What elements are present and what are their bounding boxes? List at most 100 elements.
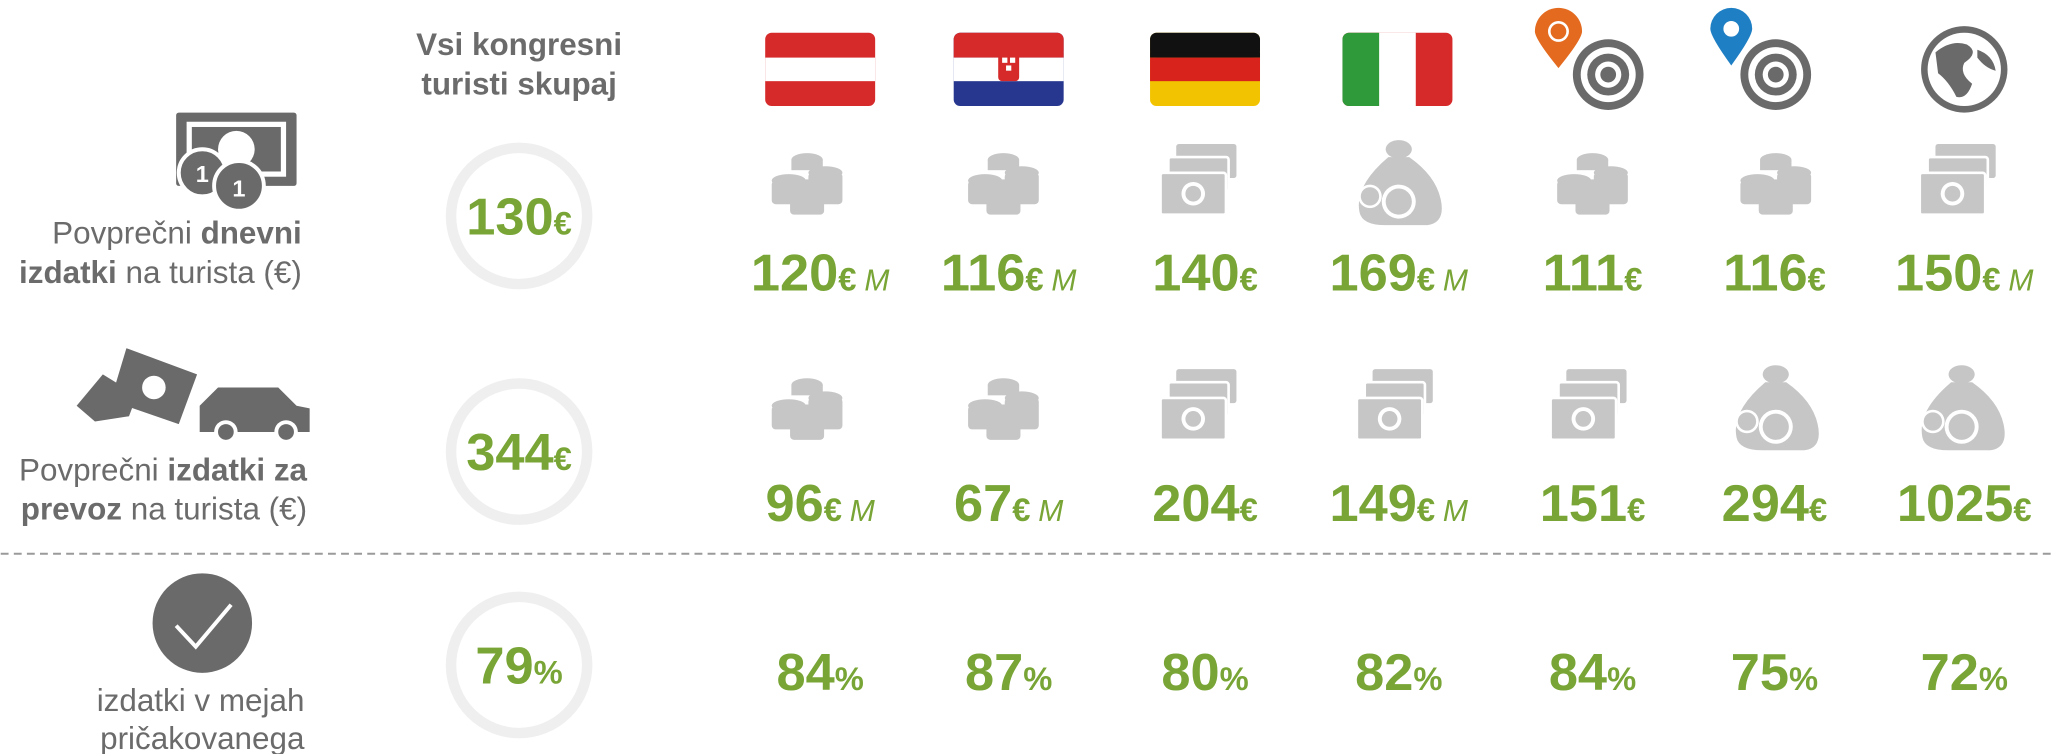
value-number: 150 [1895, 245, 1982, 303]
value-unit: € [1417, 491, 1435, 528]
value-number: 169 [1330, 245, 1417, 303]
globe-icon [1921, 26, 2007, 112]
infographic: 1 1 Vsi kongresni turisti skupaj Povprečni… [0, 0, 2054, 754]
value: 151€ [1540, 475, 1646, 533]
value-number: 151 [1540, 475, 1627, 533]
value: 344€ [466, 424, 572, 482]
value-unit: € [1417, 261, 1435, 298]
value-unit: % [1413, 660, 1442, 697]
row-label-part: Povprečni [19, 452, 167, 487]
value-unit: € [1624, 261, 1642, 298]
value-unit: % [534, 653, 563, 690]
value: 204€ [1152, 475, 1258, 533]
value-unit: € [554, 204, 572, 241]
value-number: 96 [765, 475, 823, 533]
value-number: 130 [466, 188, 553, 246]
value-number: 140 [1152, 245, 1239, 303]
value-note: M [864, 265, 890, 298]
value-unit: € [1240, 491, 1258, 528]
column-header: Vsi kongresni [416, 27, 622, 62]
value-unit: % [1220, 660, 1249, 697]
row-label: izdatki v mejah [97, 683, 305, 718]
value-number: 87 [965, 644, 1023, 702]
value-note: M [850, 495, 876, 528]
row-label-part: na turista (€) [117, 255, 302, 290]
value: 130€ [466, 188, 572, 246]
row-label-part: izdatki v mejah [97, 683, 305, 718]
value-number: 149 [1330, 475, 1417, 533]
value-number: 120 [751, 245, 838, 303]
value-unit: € [1809, 491, 1827, 528]
value-unit: % [835, 660, 864, 697]
value-number: 204 [1152, 475, 1239, 533]
svg-text:1: 1 [196, 161, 209, 187]
value-number: 67 [954, 475, 1012, 533]
value: 80% [1161, 644, 1248, 702]
value-note: M [1038, 495, 1064, 528]
page: {"header": {"all_label": ["Vsi kongresni… [0, 0, 2054, 754]
row-label: pričakovanega [100, 721, 305, 754]
row-label-part: izdatki za [167, 452, 307, 487]
row-label-part: Povprečni [52, 215, 200, 250]
value-note: M [2008, 265, 2034, 298]
value-number: 72 [1921, 644, 1979, 702]
value-unit: % [1979, 660, 2008, 697]
value: 150€M [1895, 245, 2034, 303]
value-unit: € [1025, 261, 1043, 298]
flag-croatia [954, 33, 1064, 106]
value-number: 84 [1549, 644, 1607, 702]
value: 87% [965, 644, 1052, 702]
value-number: 116 [941, 245, 1025, 303]
row-label: Povprečni izdatki za [19, 452, 308, 487]
flag-austria [765, 33, 875, 106]
value-note: M [1443, 265, 1469, 298]
flag-germany [1150, 33, 1260, 106]
region-icon-orange [1535, 8, 1644, 110]
value: 79% [475, 637, 562, 695]
value: 75% [1731, 644, 1818, 702]
value: 72% [1921, 644, 2008, 702]
column-header: turisti skupaj [421, 66, 616, 101]
value-number: 79 [475, 637, 533, 695]
value-unit: € [1808, 261, 1826, 298]
value-unit: € [2013, 491, 2031, 528]
value: 67€M [954, 475, 1064, 533]
value-number: 116 [1723, 245, 1807, 303]
region-icon-blue [1710, 8, 1811, 110]
value-number: 344 [466, 424, 553, 482]
value-number: 82 [1355, 644, 1413, 702]
svg-text:1: 1 [232, 175, 245, 201]
value-number: 1025 [1897, 475, 2013, 533]
row-label: prevoz na turista (€) [21, 492, 307, 527]
row-label-part: dnevni [201, 215, 302, 250]
value: 120€M [751, 245, 890, 303]
value: 169€M [1330, 245, 1469, 303]
value-note: M [1443, 495, 1469, 528]
value-unit: € [824, 491, 842, 528]
value-number: 75 [1731, 644, 1789, 702]
value-unit: % [1789, 660, 1818, 697]
value-unit: % [1607, 660, 1636, 697]
value: 116€M [941, 245, 1078, 303]
flag-italy [1342, 33, 1452, 106]
value-number: 84 [777, 644, 835, 702]
row-label: izdatki na turista (€) [19, 255, 302, 290]
row-label-part: izdatki [19, 255, 117, 290]
value-unit: € [554, 440, 572, 477]
value-unit: € [1627, 491, 1645, 528]
value-unit: % [1023, 660, 1052, 697]
value-unit: € [1240, 261, 1258, 298]
value: 294€ [1722, 475, 1828, 533]
value-unit: € [1012, 491, 1030, 528]
transport-spending-icon [77, 348, 310, 444]
value: 82% [1355, 644, 1442, 702]
row-label-part: prevoz [21, 492, 122, 527]
value-unit: € [838, 261, 856, 298]
value-number: 80 [1161, 644, 1219, 702]
value: 96€M [765, 475, 875, 533]
value: 84% [1549, 644, 1636, 702]
value-note: M [1051, 265, 1077, 298]
value: 140€ [1152, 245, 1258, 303]
row-label-part: na turista (€) [122, 492, 307, 527]
value: 116€ [1723, 245, 1826, 303]
